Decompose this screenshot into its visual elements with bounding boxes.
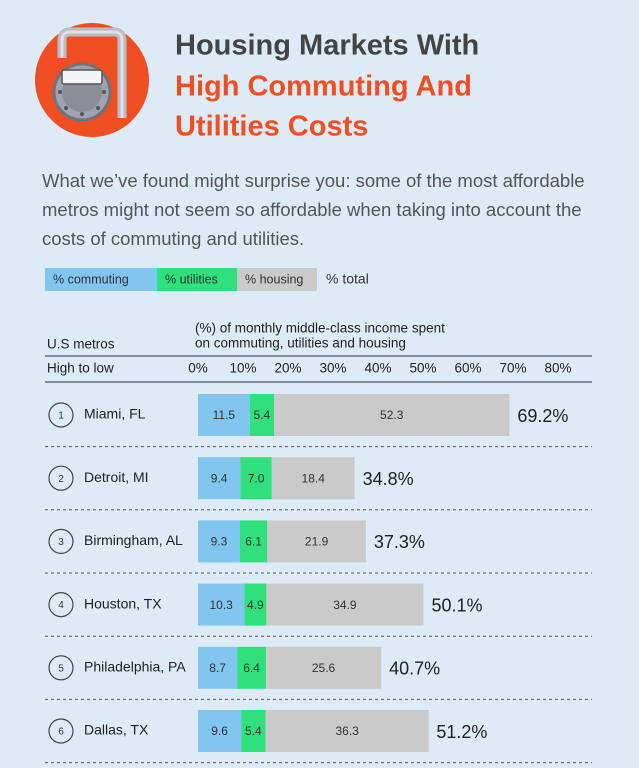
rank-badge: [48, 465, 74, 491]
total-label: 34.8%: [363, 469, 414, 489]
x-tick-label: 60%: [454, 361, 481, 376]
bar-segment: [198, 583, 245, 626]
legend-label: % utilities: [165, 272, 218, 286]
segment-label: 25.6: [312, 661, 336, 675]
total-label: 51.2%: [436, 722, 487, 742]
total-label: 69.2%: [517, 406, 568, 426]
segment-label: 9.4: [211, 471, 228, 485]
x-tick-label: 50%: [409, 361, 436, 376]
segment-label: 21.9: [305, 535, 329, 549]
metro-name: Houston, TX: [84, 595, 162, 611]
legend-swatch: [237, 268, 317, 291]
rank-number: 5: [58, 663, 64, 674]
rank-number: 2: [58, 474, 64, 485]
bar-segment: [265, 646, 382, 689]
rank-badge: [48, 591, 74, 618]
bar-segment: [271, 457, 355, 500]
bar-segment: [198, 520, 240, 563]
bar-segment: [267, 520, 366, 563]
bar-segment: [241, 710, 266, 752]
bar-segment: [244, 583, 267, 626]
metro-name: Dallas, TX: [84, 722, 149, 738]
title-line: Utilities Costs: [175, 111, 368, 143]
meter-icon: [35, 23, 149, 137]
segment-label: 11.5: [213, 408, 236, 422]
x-tick-label: 20%: [274, 361, 301, 376]
segment-label: 6.4: [243, 661, 260, 675]
segment-label: 7.0: [248, 471, 265, 485]
rank-badge: [48, 402, 74, 428]
rank-number: 6: [58, 727, 64, 738]
segment-label: 52.3: [380, 408, 404, 422]
rank-badge: [48, 655, 74, 681]
legend-label: % housing: [245, 272, 303, 286]
segment-label: 8.7: [209, 661, 226, 675]
title-line: Housing Markets With: [175, 30, 479, 62]
segment-label: 36.3: [335, 724, 359, 738]
legend-label: % commuting: [53, 272, 129, 286]
row-subheader: High to low: [47, 361, 114, 376]
bar-segment: [198, 710, 242, 752]
segment-label: 9.6: [211, 724, 228, 738]
metro-name: Detroit, MI: [84, 469, 149, 485]
bar-segment: [237, 646, 266, 689]
axis-title: on commuting, utilities and housing: [195, 336, 406, 351]
bar-segment: [266, 583, 424, 626]
x-tick-label: 70%: [499, 361, 526, 376]
x-tick-label: 0%: [188, 361, 208, 376]
axis-title: (%) of monthly middle-class income spent: [195, 321, 445, 336]
bar-segment: [240, 457, 272, 500]
metro-name: Miami, FL: [84, 406, 146, 422]
rank-number: 4: [58, 600, 64, 611]
legend-swatch: [45, 268, 157, 291]
rank-badge: [48, 718, 74, 744]
legend-swatch: [157, 268, 237, 291]
row-header: U.S metros: [47, 337, 115, 352]
x-tick-label: 40%: [364, 361, 391, 376]
segment-label: 5.4: [245, 724, 262, 738]
total-label: 37.3%: [374, 532, 425, 552]
rank-badge: [48, 528, 74, 555]
x-tick-label: 80%: [544, 361, 571, 376]
segment-label: 10.3: [209, 598, 233, 612]
rank-number: 3: [58, 537, 64, 548]
bar-segment: [265, 710, 429, 752]
segment-label: 5.4: [254, 408, 271, 422]
bar-segment: [274, 394, 510, 436]
segment-label: 4.9: [247, 598, 264, 612]
total-label: 40.7%: [389, 659, 440, 679]
x-tick-label: 30%: [319, 361, 346, 376]
bar-segment: [249, 394, 275, 436]
bar-segment: [198, 646, 238, 689]
bar-segment: [198, 457, 241, 500]
segment-label: 9.3: [211, 535, 228, 549]
bar-segment: [239, 520, 268, 563]
metro-name: Philadelphia, PA: [84, 659, 186, 675]
metro-name: Birmingham, AL: [84, 532, 183, 548]
segment-label: 6.1: [245, 535, 262, 549]
subtitle: What we’ve found might surprise you: som…: [42, 170, 585, 249]
bar-segment: [198, 394, 250, 436]
segment-label: 34.9: [333, 598, 357, 612]
x-tick-label: 10%: [229, 361, 256, 376]
segment-label: 18.4: [302, 471, 326, 485]
legend-total: % total: [326, 271, 369, 287]
rank-number: 1: [58, 411, 64, 422]
total-label: 50.1%: [431, 595, 482, 615]
title-line: High Commuting And: [175, 71, 472, 103]
